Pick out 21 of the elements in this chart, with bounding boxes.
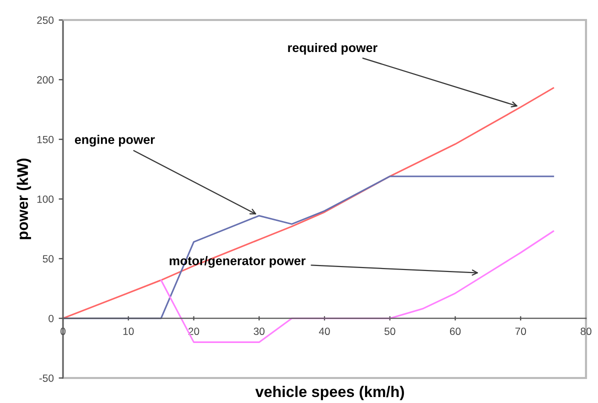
- x-tick-label: 80: [580, 328, 592, 336]
- line-series: [63, 176, 554, 320]
- y-tick-label: 50: [42, 255, 54, 263]
- annotation: required power: [288, 42, 378, 55]
- line-series: [63, 87, 554, 320]
- y-axis-title: power (kW): [16, 158, 32, 240]
- x-tick-label: 40: [318, 328, 330, 336]
- y-tick-label: 100: [37, 196, 54, 203]
- y-tick-label: 0: [48, 314, 54, 322]
- x-axis-title: vehicle spees (km/h): [255, 386, 404, 400]
- line-series: [160, 230, 554, 343]
- annotation: engine power: [74, 134, 155, 147]
- x-tick-label: 10: [123, 328, 134, 336]
- x-tick-label: 60: [450, 328, 461, 336]
- y-tick-label: 200: [37, 76, 54, 84]
- y-tick-label: 150: [37, 136, 54, 144]
- x-tick-label: 70: [515, 328, 526, 336]
- x-tick-label: 30: [254, 328, 265, 336]
- x-tick-label: 50: [384, 328, 396, 336]
- y-tick-label: 250: [37, 16, 54, 24]
- y-tick-label: -50: [39, 374, 54, 382]
